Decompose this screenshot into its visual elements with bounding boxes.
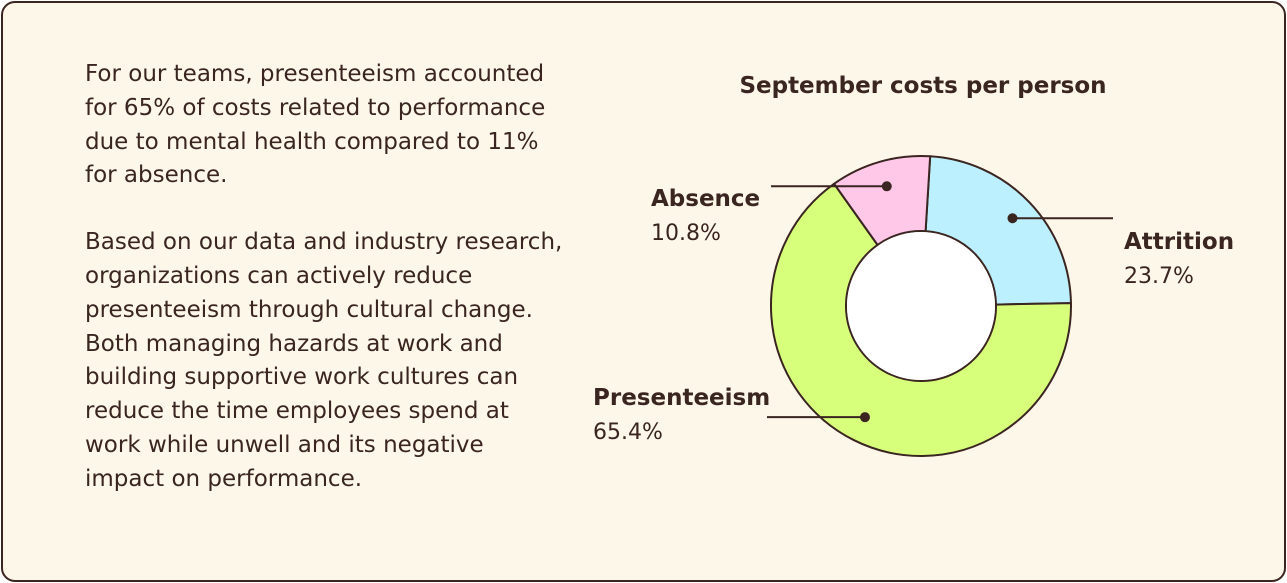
slice-presenteeism	[770, 182, 1072, 457]
slice-attrition	[924, 155, 1072, 306]
label-absence-name: Absence	[651, 186, 760, 212]
leader-dot-presenteeism	[859, 412, 870, 423]
donut-hole	[847, 232, 995, 380]
label-absence-value: 10.8%	[651, 221, 721, 246]
label-presenteeism-name: Presenteeism	[593, 385, 770, 411]
label-presenteeism-value: 65.4%	[593, 420, 663, 445]
description-text: For our teams, presenteeism accounted fo…	[85, 58, 565, 497]
paragraph-cultural-change: Based on our data and industry research,…	[85, 229, 563, 492]
leader-dot-absence	[881, 181, 892, 192]
label-attrition-name: Attrition	[1124, 229, 1234, 255]
slice-absence	[833, 155, 932, 246]
leader-dot-attrition	[1007, 213, 1018, 224]
chart-title: September costs per person	[739, 73, 1107, 99]
paragraph-presenteeism-share: For our teams, presenteeism accounted fo…	[85, 61, 546, 189]
label-attrition-value: 23.7%	[1124, 264, 1194, 289]
